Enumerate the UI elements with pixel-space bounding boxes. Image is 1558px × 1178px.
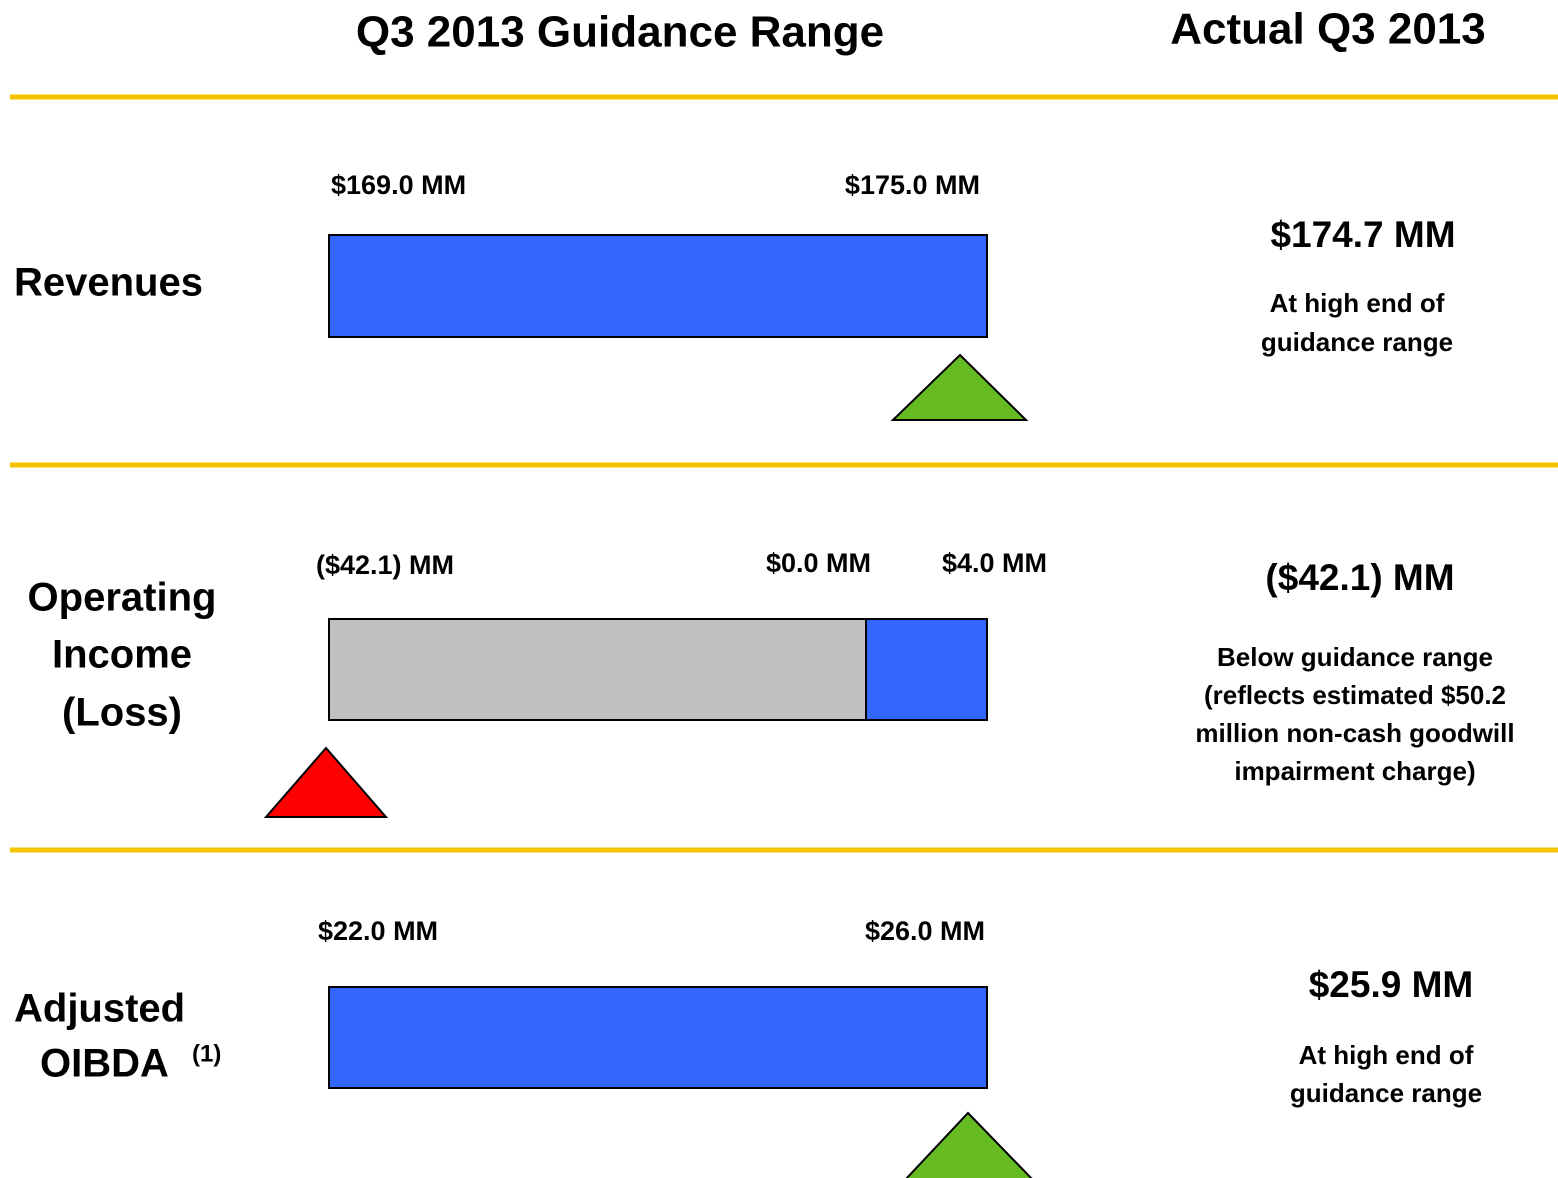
- actual-title: Actual Q3 2013: [1170, 5, 1486, 54]
- range-label: $4.0 MM: [942, 548, 1047, 578]
- row-label: OIBDA: [40, 1042, 169, 1086]
- range-label: $22.0 MM: [318, 916, 438, 946]
- note: (reflects estimated $50.2: [1204, 680, 1506, 710]
- actual-value: $25.9 MM: [1309, 964, 1474, 1005]
- range-title: Q3 2013 Guidance Range: [356, 8, 884, 57]
- loss-bar: [328, 618, 867, 721]
- note: million non-cash goodwill: [1195, 718, 1514, 748]
- actual-marker: [263, 746, 389, 818]
- dividers: [10, 94, 1558, 853]
- range-bar: [328, 234, 988, 338]
- actual-marker: [890, 353, 1029, 421]
- range-label: $0.0 MM: [766, 548, 871, 578]
- actual-marker: [905, 1111, 1033, 1178]
- row-label: Income: [52, 633, 192, 677]
- note: At high end of: [1299, 1040, 1474, 1070]
- row-label: Adjusted: [14, 987, 185, 1031]
- range-label: $26.0 MM: [865, 916, 985, 946]
- row-label: Operating: [28, 576, 217, 620]
- range-label: ($42.1) MM: [316, 550, 454, 580]
- note: guidance range: [1261, 327, 1453, 357]
- actual-value: $174.7 MM: [1270, 214, 1455, 255]
- actual-value: ($42.1) MM: [1265, 557, 1454, 598]
- note: impairment charge): [1234, 756, 1475, 786]
- row-label: Revenues: [14, 261, 203, 305]
- note: guidance range: [1290, 1078, 1482, 1108]
- range-label: $175.0 MM: [845, 170, 980, 200]
- note: Below guidance range: [1217, 642, 1493, 672]
- row-label: (Loss): [62, 691, 182, 735]
- range-bar: [328, 986, 988, 1089]
- range-label: $169.0 MM: [331, 170, 466, 200]
- range-bar: [865, 618, 988, 721]
- row-label-superscript: (1): [192, 1040, 221, 1067]
- note: At high end of: [1270, 288, 1445, 318]
